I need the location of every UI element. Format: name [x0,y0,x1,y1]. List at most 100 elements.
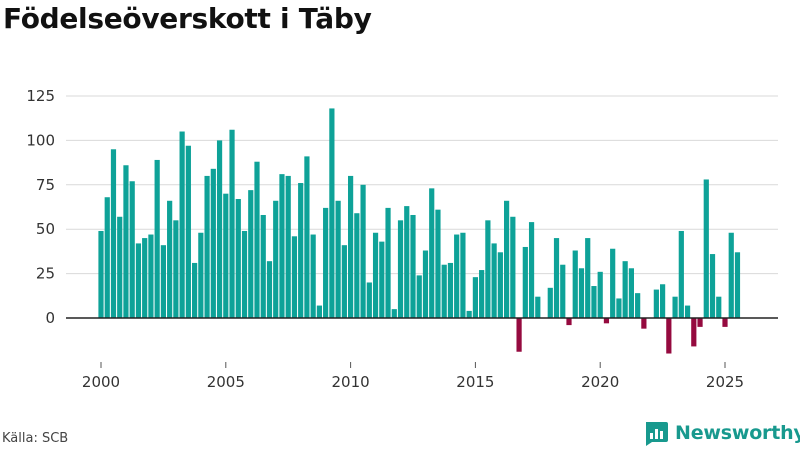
bar-2002.75 [167,200,173,318]
bar-2011.75 [391,309,397,318]
x-tick-label-2025: 2025 [706,373,744,391]
bar-2025.5 [734,252,741,318]
bar-2011.5 [385,207,391,318]
bar-2003.75 [192,262,198,318]
bar-2006.75 [266,261,273,318]
x-axis-ticks: 2000 2005 2010 2015 2020 2025 [82,362,744,391]
y-tick-label-125: 125 [26,87,55,105]
bar-2018.5 [560,264,566,318]
bar-2024 [697,318,703,327]
bar-2006.5 [260,214,266,318]
bar-2020.75 [616,298,622,318]
bar-2005.75 [241,230,248,318]
bar-2004.25 [204,175,210,318]
bar-2016.25 [504,200,510,318]
bar-2009 [323,207,329,318]
bar-2020.25 [603,318,610,324]
bar-2023.25 [678,230,684,318]
x-tick-label-2010: 2010 [332,373,370,391]
y-tick-label-0: 0 [45,309,55,327]
bar-2022.75 [666,318,672,354]
bar-2024.5 [709,254,716,318]
bar-2011.25 [379,241,385,318]
bar-2017.25 [528,222,535,318]
bar-2015.75 [491,243,497,318]
bar-2023 [672,296,678,318]
bar-2021 [622,261,628,318]
bar-2005.25 [229,129,235,318]
bar-2025 [722,318,728,327]
chart-title: Födelseöverskott i Täby [3,2,372,35]
y-tick-label-25: 25 [36,265,55,283]
bar-2010.75 [366,282,372,318]
bar-2021.5 [635,293,641,318]
bar-2021.75 [641,318,647,329]
bar-2001 [123,165,129,318]
bar-2000.5 [110,149,117,318]
bar-2003.5 [185,145,191,318]
bar-2014.25 [454,234,460,318]
brand-name: Newsworthy [675,422,800,444]
bar-2010 [348,175,354,318]
bar-2003.25 [179,131,185,318]
bar-2011 [372,232,379,318]
bar-2005 [223,193,229,318]
bar-2001.5 [135,243,142,318]
bar-2004 [198,232,204,318]
bar-2017 [522,246,528,318]
bar-2020 [597,271,603,318]
bars [98,108,741,354]
brand-logo[interactable]: Newsworthy [643,420,800,446]
bar-2019.25 [578,268,585,318]
bar-2006 [248,190,254,318]
bar-2001.75 [142,238,148,318]
gridlines [66,95,778,275]
bar-2015.25 [479,270,485,318]
bar-2009.25 [329,108,335,319]
bar-2020.5 [610,248,616,318]
bar-2023.5 [684,305,691,318]
bar-2014.75 [466,310,472,318]
bar-2018.75 [566,318,572,326]
bar-2012.25 [404,206,410,318]
y-tick-label-75: 75 [36,176,55,194]
bar-2006.25 [254,161,260,318]
bar-2019 [572,250,578,318]
bar-2008.75 [316,305,322,318]
bar-2008.25 [304,156,310,318]
bar-2024.25 [703,179,709,318]
bar-2009.5 [335,200,341,318]
bar-2008.5 [310,234,316,318]
bar-2023.75 [691,318,697,347]
bar-2016.75 [516,318,522,352]
bar-2000.25 [104,197,110,318]
bar-2003 [173,220,179,318]
bar-2008 [298,183,304,318]
bar-2022.5 [660,284,666,318]
bar-2010.5 [360,184,366,318]
bar-2013.75 [441,264,447,318]
bar-2014 [447,262,454,318]
x-tick-label-2015: 2015 [456,373,494,391]
bar-2010.25 [354,213,360,318]
bar-2014.5 [460,232,466,318]
y-tick-label-100: 100 [26,131,55,149]
y-tick-label-50: 50 [36,220,55,238]
bar-2018.25 [553,238,560,318]
bar-2017.5 [535,296,541,318]
bar-2019.75 [591,286,597,318]
bar-2007.25 [279,174,285,318]
bar-2007 [273,200,279,318]
bar-2002.25 [154,159,160,318]
bar-2002 [148,234,154,318]
bar-2009.75 [341,245,347,318]
bar-2016 [497,252,503,318]
bar-2007.75 [291,236,298,318]
bar-2016.5 [510,216,516,318]
bar-2013.25 [429,188,435,318]
x-tick-label-2020: 2020 [581,373,619,391]
bar-2024.75 [716,296,722,318]
bar-2002.5 [160,245,166,318]
bar-2000.75 [117,216,123,318]
bar-2013.5 [435,209,441,318]
